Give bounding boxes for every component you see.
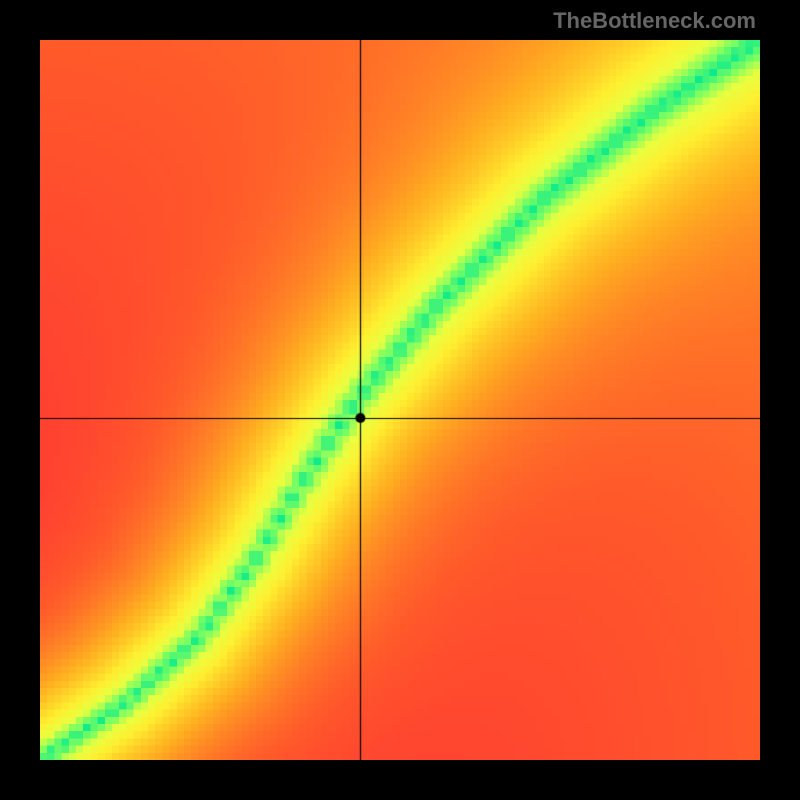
chart-container: TheBottleneck.com xyxy=(0,0,800,800)
watermark-text: TheBottleneck.com xyxy=(553,8,756,34)
bottleneck-heatmap xyxy=(40,40,760,760)
